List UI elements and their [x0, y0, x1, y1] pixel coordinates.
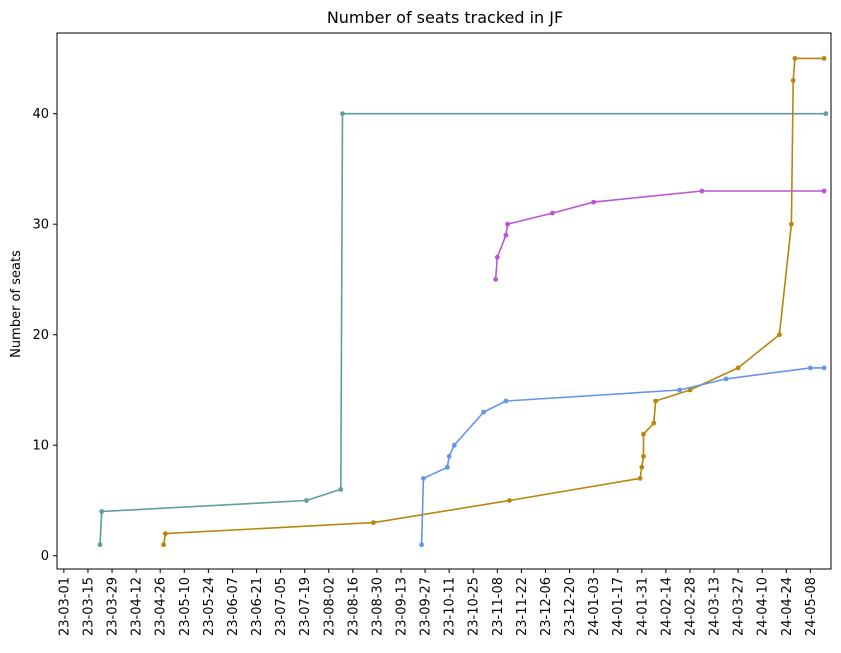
- data-point-s2-16: [792, 56, 798, 61]
- x-tick-label-2: 23-03-15: [82, 577, 97, 636]
- data-point-s2-13: [777, 332, 782, 338]
- x-tick-label-18: 23-10-25: [467, 577, 482, 636]
- x-tick-label-12: 23-08-02: [322, 577, 337, 636]
- series-line-2: [162, 57, 825, 545]
- x-tick-label-32: 24-05-08: [804, 577, 819, 636]
- x-tick-label-29: 24-03-27: [732, 577, 747, 636]
- data-point-s3-11: [821, 365, 827, 371]
- data-point-s4-7: [699, 188, 705, 194]
- data-point-s2-12: [735, 365, 741, 371]
- y-tick-label-0: 0: [41, 549, 49, 564]
- x-tick-label-17: 23-10-11: [443, 577, 458, 636]
- data-point-s2-7: [641, 453, 646, 459]
- y-tick-label-40: 40: [32, 107, 49, 122]
- x-tick-label-26: 24-02-14: [659, 577, 674, 636]
- data-point-s2-2: [163, 531, 168, 536]
- data-point-s2-4: [507, 498, 512, 503]
- x-tick-label-25: 24-01-31: [635, 577, 650, 636]
- y-axis-label: Number of seats: [9, 250, 24, 358]
- data-point-s4-3: [503, 232, 509, 238]
- x-tick-label-14: 23-08-30: [370, 577, 385, 636]
- data-point-s3-6: [481, 409, 486, 415]
- data-point-s1-6: [823, 111, 829, 117]
- x-tick-label-15: 23-09-13: [395, 577, 410, 636]
- x-tick-label-6: 23-05-10: [178, 577, 193, 636]
- plot-area: [97, 56, 829, 548]
- data-point-s1-2: [99, 509, 105, 514]
- x-tick-label-9: 23-06-21: [250, 577, 265, 636]
- y-tick-label-30: 30: [32, 218, 49, 233]
- data-point-s2-17: [821, 56, 827, 61]
- data-point-s4-8: [821, 188, 827, 194]
- x-tick-label-1: 23-03-01: [57, 577, 72, 636]
- data-point-s4-1: [493, 277, 498, 282]
- x-tick-label-21: 23-12-06: [539, 577, 554, 636]
- data-point-s3-10: [808, 365, 813, 371]
- data-point-s3-3: [445, 464, 450, 470]
- data-point-s1-5: [340, 111, 345, 117]
- x-tick-label-27: 24-02-28: [684, 577, 699, 636]
- x-tick-label-23: 24-01-03: [587, 577, 602, 636]
- series-line-3: [420, 367, 825, 545]
- data-point-s2-10: [653, 398, 658, 404]
- data-point-s4-6: [591, 199, 596, 205]
- axes: 0 10 20 30 40 23-03-01 23-03-15 23-03-29 23-04-1…: [32, 32, 832, 636]
- data-point-s3-4: [446, 453, 452, 459]
- data-point-s3-9: [723, 376, 729, 382]
- x-tick-label-13: 23-08-16: [346, 577, 361, 636]
- x-tick-label-3: 23-03-29: [106, 577, 121, 636]
- x-tick-label-28: 24-03-13: [708, 577, 723, 636]
- x-tick-label-8: 23-06-07: [226, 577, 241, 636]
- plot-frame: [56, 32, 832, 570]
- chart-title: Number of seats tracked in JF: [327, 8, 563, 27]
- y-tick-label-20: 20: [32, 328, 49, 343]
- data-point-s3-2: [421, 476, 426, 481]
- data-point-s2-8: [641, 431, 646, 437]
- data-point-s3-5: [451, 442, 457, 448]
- data-point-s2-11: [687, 387, 693, 393]
- x-tick-label-7: 23-05-24: [202, 577, 217, 636]
- data-point-s2-1: [161, 542, 167, 548]
- x-tick-label-10: 23-07-05: [274, 577, 289, 636]
- data-point-s2-15: [790, 78, 796, 83]
- y-tick-label-10: 10: [32, 439, 49, 454]
- series-line-1: [99, 112, 826, 545]
- data-point-s3-7: [503, 398, 509, 404]
- x-tick-label-4: 23-04-12: [130, 577, 145, 636]
- data-point-s2-6: [639, 464, 645, 470]
- x-tick-label-30: 24-04-10: [756, 577, 771, 636]
- data-point-s1-3: [304, 498, 309, 503]
- series-line-4: [494, 190, 825, 280]
- x-tick-label-11: 23-07-19: [298, 577, 313, 636]
- x-tick-label-31: 24-04-24: [780, 577, 795, 636]
- data-point-s3-1: [419, 542, 424, 548]
- data-point-s1-1: [97, 542, 103, 548]
- data-point-s4-5: [550, 210, 555, 216]
- x-tick-label-16: 23-09-27: [419, 577, 434, 636]
- data-point-s4-2: [494, 254, 500, 260]
- data-point-s2-9: [651, 420, 657, 426]
- data-point-s2-14: [789, 221, 794, 227]
- data-point-s2-3: [371, 520, 376, 525]
- x-tick-label-20: 23-11-22: [515, 577, 530, 636]
- data-point-s4-4: [505, 221, 510, 227]
- x-tick-label-5: 23-04-26: [154, 577, 169, 636]
- data-point-s3-8: [677, 387, 682, 393]
- data-point-s1-4: [338, 487, 344, 492]
- x-tick-label-19: 23-11-08: [491, 577, 506, 636]
- data-point-s2-5: [637, 476, 643, 481]
- x-tick-label-24: 24-01-17: [611, 577, 626, 636]
- x-tick-label-22: 23-12-20: [563, 577, 578, 636]
